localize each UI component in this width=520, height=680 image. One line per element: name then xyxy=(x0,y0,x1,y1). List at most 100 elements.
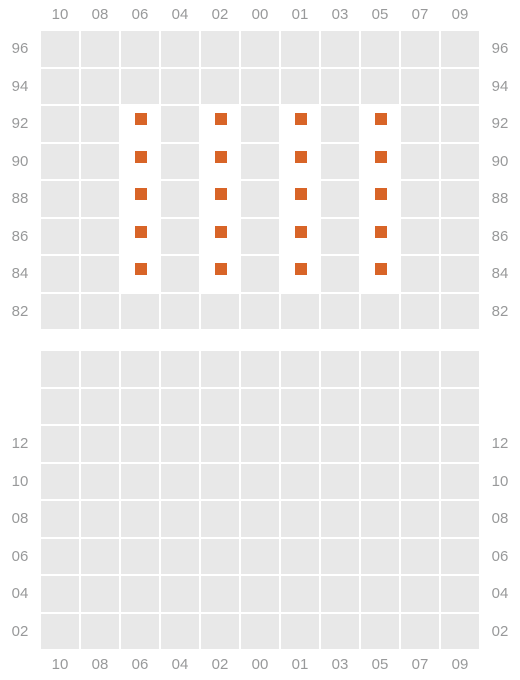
grid-cell xyxy=(120,463,160,501)
grid-cell xyxy=(400,388,440,426)
grid-cell xyxy=(40,350,80,388)
grid-cell xyxy=(440,350,480,388)
grid-cell xyxy=(400,350,440,388)
row-label: 06 xyxy=(0,538,40,576)
grid-cell xyxy=(120,143,160,181)
grid-cell xyxy=(320,613,360,651)
grid-cell xyxy=(280,538,320,576)
panel-upper: 9694929088868482 9694929088868482 xyxy=(40,30,480,330)
slot-marker xyxy=(215,151,227,163)
grid-upper xyxy=(40,30,480,330)
grid-cell xyxy=(280,388,320,426)
column-label: 03 xyxy=(320,0,360,30)
grid-cell xyxy=(240,575,280,613)
grid-cell xyxy=(440,105,480,143)
grid-cell xyxy=(200,180,240,218)
column-label: 10 xyxy=(40,650,80,680)
row-label: 84 xyxy=(0,255,40,293)
grid-cell xyxy=(40,293,80,331)
grid-cell xyxy=(200,218,240,256)
grid-cell xyxy=(80,463,120,501)
row-label: 94 xyxy=(0,68,40,106)
grid-cell xyxy=(440,30,480,68)
grid-cell xyxy=(280,613,320,651)
column-label: 02 xyxy=(200,650,240,680)
grid-cell xyxy=(240,388,280,426)
grid-cell xyxy=(160,30,200,68)
grid-cell xyxy=(440,613,480,651)
column-label: 08 xyxy=(80,0,120,30)
grid-cell xyxy=(80,575,120,613)
column-label: 07 xyxy=(400,650,440,680)
slot-marker xyxy=(215,188,227,200)
grid-cell xyxy=(320,255,360,293)
grid-cell xyxy=(240,538,280,576)
grid-cell xyxy=(400,68,440,106)
grid-cell xyxy=(360,613,400,651)
grid-cell xyxy=(80,105,120,143)
grid-cell xyxy=(160,500,200,538)
column-labels-bottom: 1008060402000103050709 xyxy=(0,650,520,680)
grid-cell xyxy=(360,218,400,256)
grid-cell xyxy=(160,613,200,651)
grid-cell xyxy=(280,180,320,218)
grid-cell xyxy=(400,425,440,463)
row-label: 82 xyxy=(480,293,520,331)
grid-cell xyxy=(160,538,200,576)
grid-cell xyxy=(360,575,400,613)
grid-cell xyxy=(80,255,120,293)
row-label: 88 xyxy=(0,180,40,218)
grid-cell xyxy=(360,105,400,143)
grid-cell xyxy=(160,388,200,426)
grid-cell xyxy=(280,350,320,388)
row-label: 12 xyxy=(0,425,40,463)
grid-cell xyxy=(160,425,200,463)
grid-cell xyxy=(120,218,160,256)
grid-cell xyxy=(240,68,280,106)
column-label: 05 xyxy=(360,0,400,30)
grid-cell xyxy=(200,575,240,613)
row-labels-lower-left: 121008060402 xyxy=(0,350,40,650)
grid-cell xyxy=(40,575,80,613)
grid-cell xyxy=(160,463,200,501)
grid-cell xyxy=(80,538,120,576)
column-label: 04 xyxy=(160,0,200,30)
grid-cell xyxy=(440,293,480,331)
grid-cell xyxy=(240,105,280,143)
grid-cell xyxy=(80,350,120,388)
grid-cell xyxy=(200,350,240,388)
grid-cell xyxy=(40,30,80,68)
row-label: 02 xyxy=(0,613,40,651)
grid-cell xyxy=(360,463,400,501)
grid-cell xyxy=(400,255,440,293)
grid-cell xyxy=(40,538,80,576)
column-label: 07 xyxy=(400,0,440,30)
grid-cell xyxy=(120,68,160,106)
grid-cell xyxy=(400,538,440,576)
grid-cell xyxy=(80,388,120,426)
slot-marker xyxy=(215,113,227,125)
column-label: 08 xyxy=(80,650,120,680)
column-label: 06 xyxy=(120,0,160,30)
grid-cell xyxy=(40,143,80,181)
row-label: 90 xyxy=(480,143,520,181)
grid-cell xyxy=(40,613,80,651)
slot-marker xyxy=(295,263,307,275)
grid-cell xyxy=(120,425,160,463)
slot-marker xyxy=(295,151,307,163)
grid-cell xyxy=(160,293,200,331)
grid-cell xyxy=(200,143,240,181)
grid-cell xyxy=(40,388,80,426)
grid-cell xyxy=(40,180,80,218)
slot-marker xyxy=(295,188,307,200)
grid-cell xyxy=(360,538,400,576)
grid-cell xyxy=(120,293,160,331)
grid-cell xyxy=(280,500,320,538)
slot-marker xyxy=(295,226,307,238)
row-label: 92 xyxy=(0,105,40,143)
grid-cell xyxy=(240,255,280,293)
slot-marker xyxy=(135,113,147,125)
grid-cell xyxy=(160,575,200,613)
column-label: 02 xyxy=(200,0,240,30)
column-label: 09 xyxy=(440,0,480,30)
